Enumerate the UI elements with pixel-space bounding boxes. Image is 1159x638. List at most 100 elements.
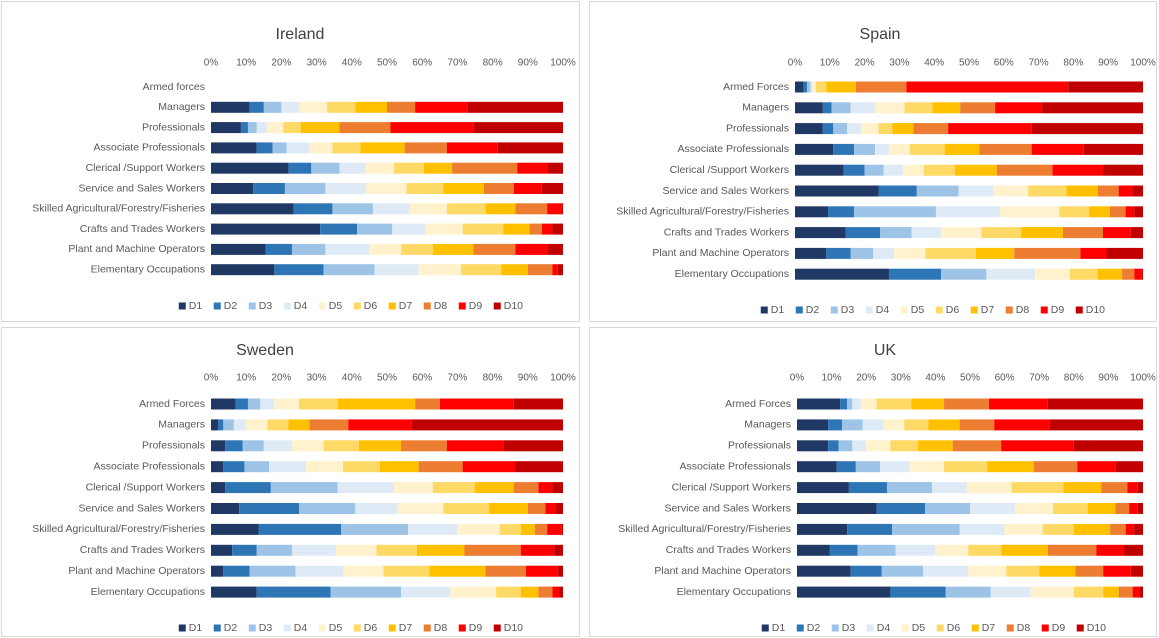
bar-segment [341, 523, 409, 535]
bar-segment [390, 122, 474, 134]
x-tick-label: 40% [342, 58, 362, 69]
bar-segment [323, 440, 359, 452]
bar-segment [1068, 81, 1143, 93]
x-tick-label: 90% [1098, 373, 1118, 384]
x-tick-label: 60% [994, 58, 1014, 69]
bar-segment [358, 440, 402, 452]
x-tick-label: 80% [1064, 373, 1084, 384]
bar-segment [883, 419, 905, 431]
bar-segment [520, 544, 555, 556]
bar-segment [1047, 398, 1143, 410]
legend-swatch [213, 624, 221, 632]
bar-segment [1035, 268, 1070, 280]
bar-segment [904, 102, 933, 114]
bar-segment [890, 440, 919, 452]
bar-segment [1115, 503, 1130, 514]
bar-segment [888, 143, 910, 155]
legend-label: D5 [329, 622, 343, 634]
bar-segment [311, 162, 340, 174]
bar-segment [845, 227, 881, 239]
bar-segment [1059, 206, 1090, 218]
bar-segment [416, 544, 465, 556]
bar-segment [968, 565, 1007, 577]
bar-segment [875, 143, 889, 155]
bar-segment [1006, 565, 1040, 577]
bar-segment [932, 102, 961, 114]
x-tick-label: 70% [1029, 373, 1049, 384]
bar-segment [244, 461, 270, 473]
x-tick-label: 40% [342, 373, 362, 384]
bar-segment [211, 162, 289, 174]
bar-segment [256, 544, 292, 556]
bar-segment [1001, 440, 1074, 452]
bar-segment [547, 203, 562, 215]
panel-frame [589, 1, 1157, 322]
bar-segment [499, 523, 521, 535]
x-tick-label: 70% [447, 58, 467, 69]
bar-segment [557, 565, 563, 577]
bar-segment [246, 419, 268, 431]
legend-label: D8 [1017, 622, 1031, 634]
bar-segment [873, 247, 895, 259]
x-tick-label: 70% [1029, 58, 1049, 69]
bar-segment [211, 183, 254, 194]
x-tick-label: 20% [271, 58, 291, 69]
bar-segment [293, 203, 333, 215]
bar-segment [267, 419, 289, 431]
bar-segment [970, 503, 1015, 514]
legend-swatch [493, 624, 501, 632]
legend-label: D1 [189, 300, 203, 312]
legend-label: D5 [912, 622, 926, 634]
bar-segment [862, 419, 884, 431]
bar-segment [909, 143, 945, 155]
bar-segment [299, 101, 328, 113]
bar-segment [1102, 227, 1131, 239]
bar-segment [833, 123, 848, 135]
bar-segment [797, 586, 891, 598]
bar-segment [260, 398, 275, 410]
category-label: Professionals [142, 121, 205, 133]
panel-frame [589, 327, 1157, 637]
legend-swatch [1006, 624, 1014, 632]
category-label: Skilled Agricultural/Forestry/Fisheries [32, 203, 205, 215]
bar-segment [211, 440, 226, 452]
x-tick-label: 20% [855, 58, 875, 69]
bar-segment [826, 81, 856, 93]
legend-label: D3 [259, 622, 273, 634]
bar-segment [557, 264, 563, 276]
category-label: Plant and Machine Operators [68, 243, 205, 255]
bar-segment [1101, 482, 1128, 494]
bar-segment [795, 227, 846, 239]
bar-segment [552, 586, 560, 598]
bar-segment [797, 565, 851, 577]
chart-title: UK [874, 342, 897, 359]
bar-segment [1062, 227, 1103, 239]
bar-segment [864, 164, 884, 176]
bar-segment [1125, 523, 1135, 535]
bar-segment [1063, 482, 1102, 494]
bar-segment [848, 482, 887, 494]
category-label: Armed Forces [723, 81, 789, 93]
x-tick-label: 50% [377, 58, 397, 69]
legend-swatch [865, 306, 873, 314]
legend-label: D3 [842, 622, 856, 634]
bar-segment [408, 523, 458, 535]
legend-label: D8 [434, 300, 448, 312]
bar-segment [223, 419, 234, 431]
bar-segment [559, 586, 563, 598]
bar-segment [446, 203, 486, 215]
bar-segment [515, 461, 563, 473]
category-label: Managers [742, 102, 789, 114]
bar-segment [843, 164, 865, 176]
bar-segment [397, 503, 444, 514]
bar-segment [1087, 503, 1116, 514]
bar-segment [935, 544, 969, 556]
bar-segment [489, 503, 528, 514]
bar-segment [852, 440, 867, 452]
bar-segment [1011, 482, 1064, 494]
legend-swatch [388, 302, 396, 310]
bar-segment [211, 565, 224, 577]
bar-segment [387, 101, 416, 113]
bar-segment [855, 461, 881, 473]
